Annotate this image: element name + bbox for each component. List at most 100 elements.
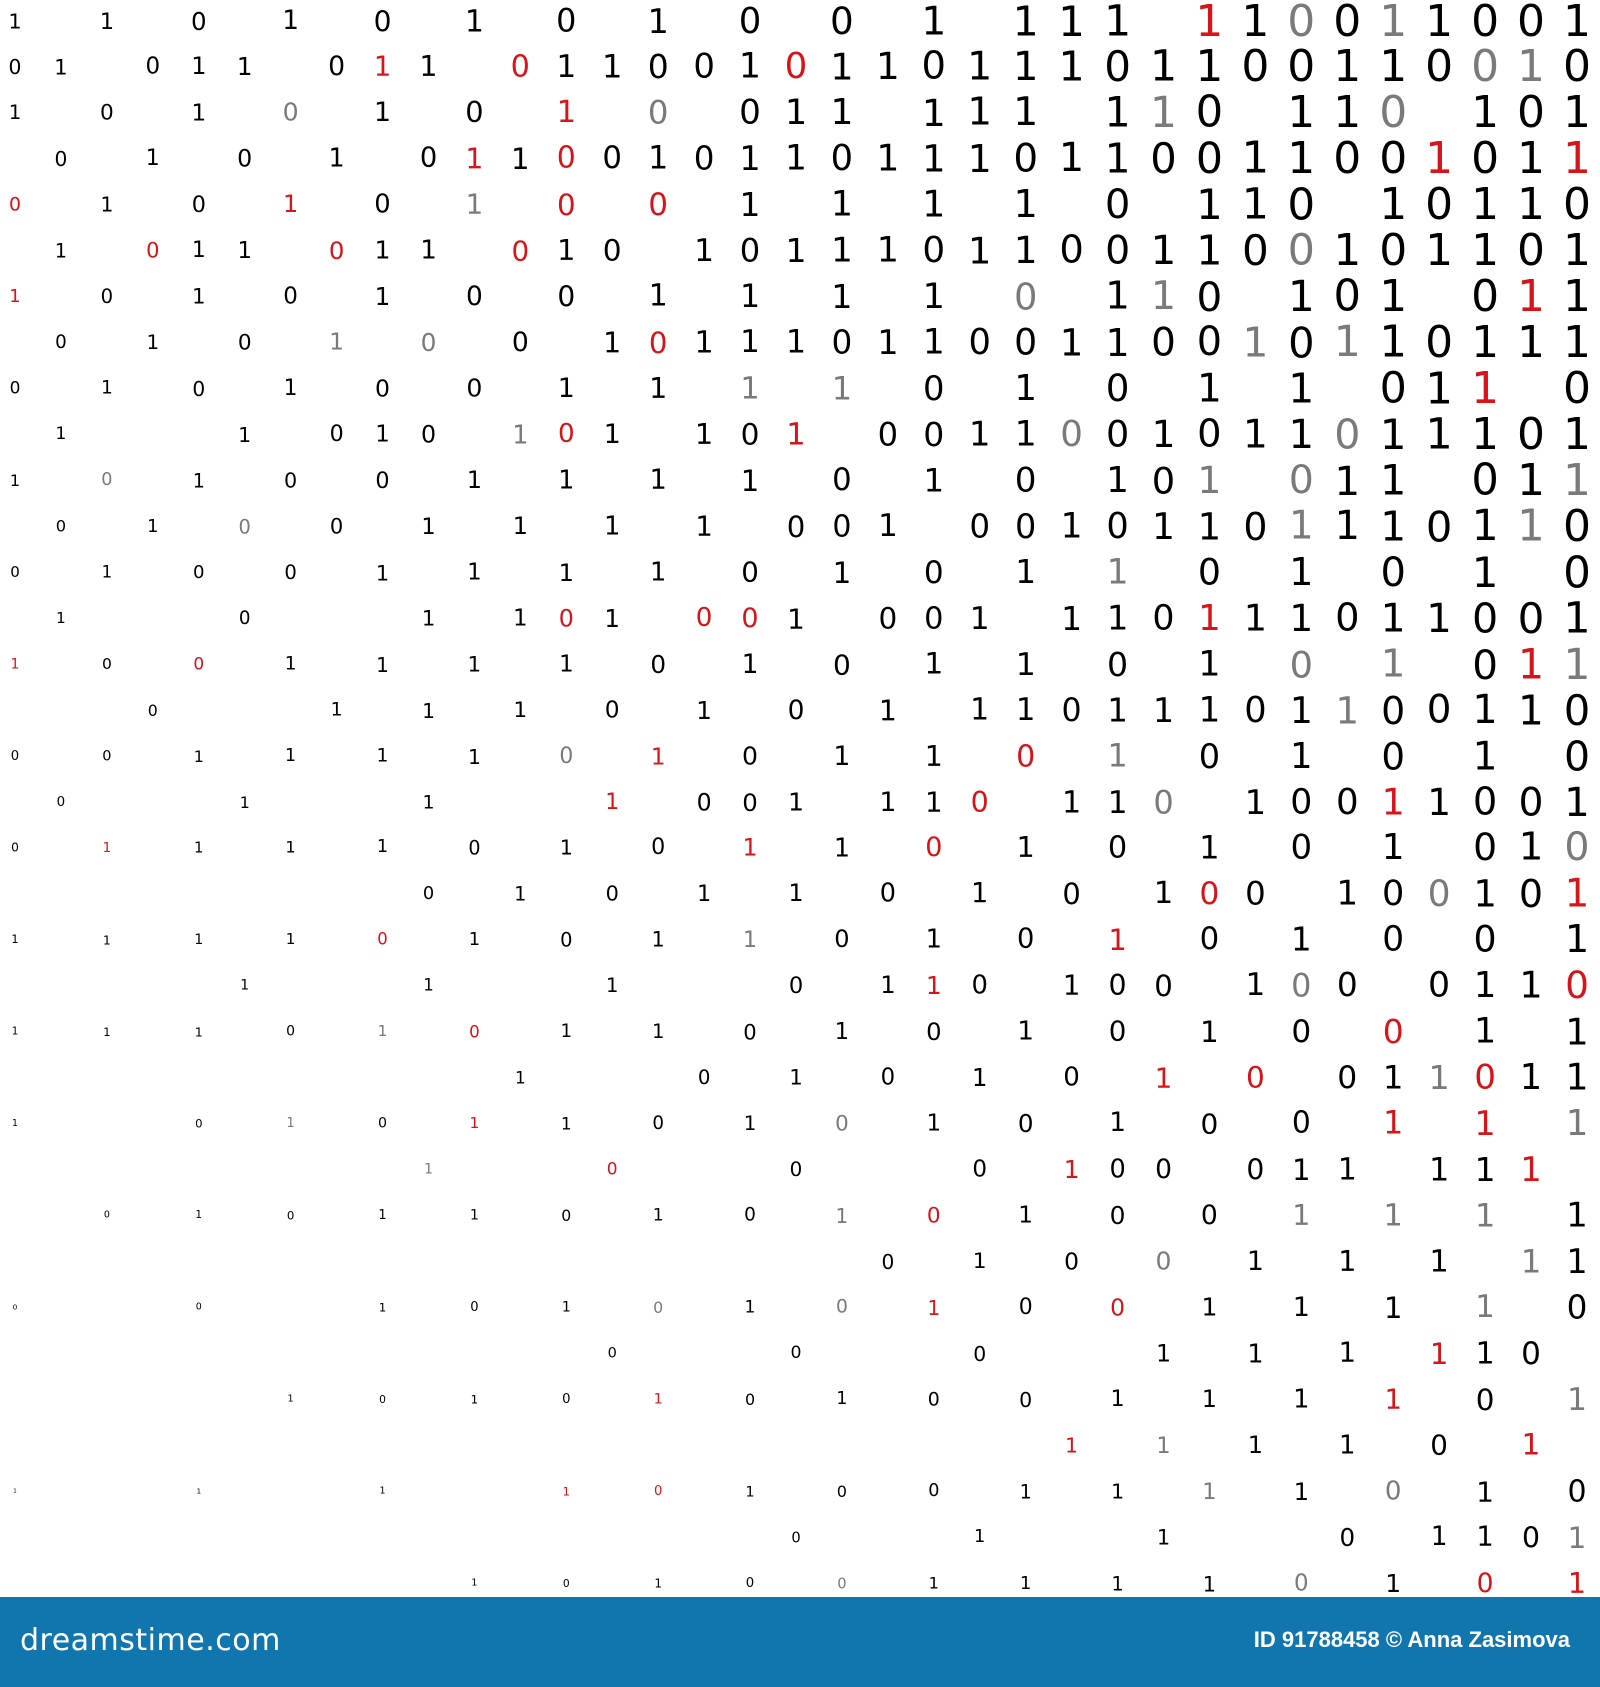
binary-digit: 1 <box>1567 1565 1587 1600</box>
binary-digit: 1 <box>785 138 807 179</box>
binary-digit: 0 <box>557 419 575 450</box>
binary-digit: 1 <box>1200 1014 1219 1049</box>
binary-digit: 0 <box>1382 1012 1404 1052</box>
binary-digit: 0 <box>1105 227 1131 274</box>
binary-digit: 1 <box>196 1486 202 1496</box>
binary-digit: 0 <box>1108 969 1127 1003</box>
binary-digit: 1 <box>1519 963 1543 1007</box>
binary-digit: 1 <box>1337 1152 1357 1188</box>
binary-digit: 0 <box>1471 455 1499 506</box>
binary-digit: 0 <box>1474 1057 1496 1098</box>
binary-digit: 0 <box>1517 225 1545 277</box>
binary-digit: 1 <box>467 559 482 586</box>
binary-digit: 0 <box>1105 412 1130 456</box>
binary-digit: 1 <box>831 277 853 317</box>
binary-digit: 0 <box>465 95 484 130</box>
binary-digit: 0 <box>745 1575 755 1591</box>
binary-digit: 0 <box>1291 1105 1311 1141</box>
binary-digit: 1 <box>836 1388 848 1409</box>
binary-digit: 0 <box>602 233 622 268</box>
binary-digit: 1 <box>1150 88 1177 138</box>
binary-digit: 0 <box>100 285 114 309</box>
binary-digit: 1 <box>694 325 714 361</box>
binary-digit: 0 <box>647 47 669 87</box>
binary-digit: 1 <box>743 1112 757 1136</box>
binary-digit: 1 <box>925 970 942 1000</box>
binary-digit: 1 <box>1150 273 1177 320</box>
binary-digit: 0 <box>1379 225 1408 277</box>
binary-digit: 1 <box>1063 1154 1080 1184</box>
binary-digit: 0 <box>465 281 483 313</box>
binary-digit: 1 <box>100 193 114 218</box>
binary-digit: 1 <box>652 1205 664 1226</box>
binary-digit: 0 <box>1379 133 1408 185</box>
binary-digit: 0 <box>973 1341 987 1366</box>
binary-digit: 1 <box>1107 737 1128 775</box>
binary-digit: 1 <box>1289 550 1314 595</box>
binary-digit: 1 <box>1475 1336 1495 1372</box>
binary-digit: 0 <box>1017 924 1035 956</box>
binary-digit: 0 <box>602 140 622 177</box>
binary-digit: 1 <box>422 790 435 813</box>
binary-digit: 1 <box>651 1020 665 1044</box>
binary-digit: 1 <box>1383 1290 1403 1325</box>
binary-digit: 1 <box>1107 784 1128 821</box>
binary-digit: 1 <box>694 233 715 270</box>
binary-digit: 1 <box>1380 596 1406 642</box>
binary-digit: 0 <box>790 1343 802 1364</box>
binary-digit: 1 <box>192 284 206 310</box>
binary-digit: 1 <box>556 95 577 131</box>
binary-digit: 1 <box>11 933 19 947</box>
binary-digit: 0 <box>1197 550 1221 594</box>
binary-digit: 1 <box>422 698 435 723</box>
binary-digit: 1 <box>1241 180 1270 231</box>
binary-digit: 1 <box>605 974 619 998</box>
binary-digit: 1 <box>742 927 758 954</box>
binary-digit: 1 <box>1333 317 1361 367</box>
binary-digit: 1 <box>1563 0 1591 47</box>
binary-digit: 1 <box>789 1065 803 1091</box>
binary-digit: 1 <box>1058 0 1085 46</box>
binary-digit: 1 <box>1563 225 1591 277</box>
binary-digit: 0 <box>1107 830 1128 866</box>
binary-digit: 0 <box>1200 1107 1219 1141</box>
binary-digit: 1 <box>788 879 804 908</box>
binary-digit: 1 <box>787 602 805 636</box>
binary-digit: 0 <box>1150 134 1177 184</box>
binary-digit: 1 <box>557 233 576 268</box>
binary-digit: 0 <box>787 694 805 726</box>
binary-digit: 1 <box>330 699 343 721</box>
binary-digit: 0 <box>1472 640 1498 689</box>
binary-digit: 1 <box>10 656 20 673</box>
binary-digit: 1 <box>470 1392 479 1407</box>
binary-digit: 0 <box>191 6 207 36</box>
binary-digit: 0 <box>605 882 619 907</box>
binary-digit: 0 <box>373 4 392 38</box>
binary-digit: 0 <box>1473 917 1497 961</box>
binary-digit: 1 <box>1380 641 1406 687</box>
binary-digit: 1 <box>55 424 67 445</box>
binary-digit: 1 <box>921 91 946 136</box>
binary-digit: 1 <box>1149 42 1178 93</box>
binary-digit: 1 <box>147 515 159 537</box>
binary-digit: 0 <box>1106 505 1129 547</box>
binary-digit: 0 <box>1288 457 1314 504</box>
binary-digit: 0 <box>1013 275 1038 319</box>
binary-digit: 1 <box>1471 547 1499 597</box>
binary-digit: 1 <box>1563 639 1591 689</box>
binary-digit: 1 <box>1293 1476 1310 1506</box>
binary-digit: 0 <box>1195 134 1223 185</box>
binary-digit: 1 <box>284 653 297 675</box>
binary-digit: 1 <box>1474 1196 1496 1235</box>
binary-digit: 0 <box>830 0 854 43</box>
watermark-footer: dreamstime.com ID 91788458 © Anna Zasimo… <box>0 1597 1600 1687</box>
binary-digit: 0 <box>1198 736 1221 776</box>
binary-digit: 1 <box>1198 690 1221 731</box>
binary-digit: 1 <box>1287 133 1316 185</box>
binary-digit: 0 <box>831 323 853 362</box>
binary-digit: 0 <box>1472 779 1498 825</box>
binary-digit: 1 <box>695 510 713 543</box>
binary-digit: 0 <box>560 928 573 952</box>
binary-digit: 0 <box>8 193 22 216</box>
binary-digit: 1 <box>1106 552 1129 593</box>
